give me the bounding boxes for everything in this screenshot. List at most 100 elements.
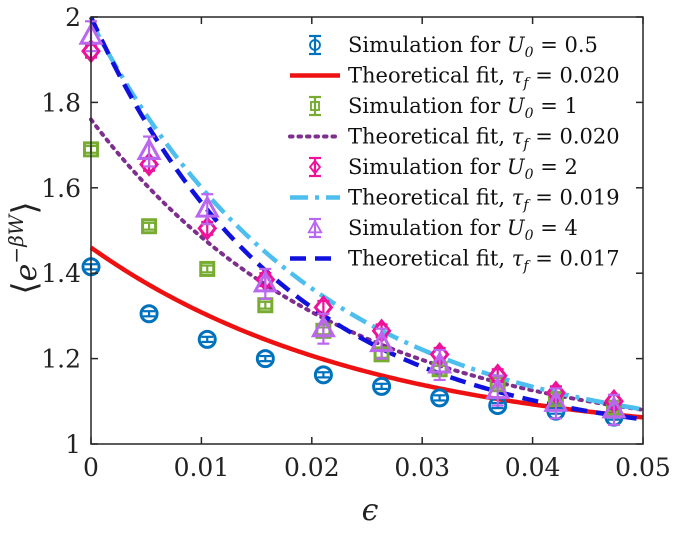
series-2-errorbar-3 xyxy=(259,300,272,310)
legend-label-prefix-6: Simulation for xyxy=(348,216,507,240)
legend-label-prefix-3: Theoretical fit, xyxy=(348,125,512,149)
legend-label-prefix-7: Theoretical fit, xyxy=(348,247,512,271)
legend-marker-wrap-4 xyxy=(308,159,322,175)
legend-label-sub-1: f xyxy=(522,76,531,92)
series-6-markers xyxy=(78,20,627,426)
y-axis-label-exponent: −βW xyxy=(4,213,28,263)
series-6-point-5 xyxy=(369,329,395,353)
legend-marker-wrap-2 xyxy=(310,101,320,111)
series-4-point-1 xyxy=(139,151,159,177)
legend-entry-0: Simulation for U0 = 0.5 xyxy=(309,33,598,61)
x-axis-label: ϵ xyxy=(362,493,379,528)
y-tick-label-5: 2 xyxy=(65,3,81,32)
series-2-point-2 xyxy=(199,260,216,277)
x-tick-label-3: 0.03 xyxy=(394,453,450,482)
legend-label-sub-3: f xyxy=(522,137,531,153)
y-tick-label-3: 1.6 xyxy=(41,174,81,203)
legend-marker-2 xyxy=(310,101,320,111)
series-2-errorbar-2 xyxy=(201,264,214,274)
series-0-point-5 xyxy=(372,376,392,396)
y-tick-label-1: 1.2 xyxy=(41,345,81,374)
series-6-point-2 xyxy=(194,195,220,218)
legend-label-sub-2: 0 xyxy=(525,106,534,122)
legend-entry-1: Theoretical fit, τf = 0.020 xyxy=(290,64,620,92)
legend-label-suffix-4: = 2 xyxy=(534,155,578,179)
legend-label-var-3: τ xyxy=(512,125,524,149)
y-axis-label-base: e xyxy=(9,264,44,282)
series-6-point-1 xyxy=(136,137,162,161)
legend-label-prefix-0: Simulation for xyxy=(348,33,507,57)
legend-label-var-5: τ xyxy=(512,186,524,210)
legend-errorbar-2 xyxy=(309,95,321,117)
legend-label-var-7: τ xyxy=(512,247,524,271)
series-0-point-3 xyxy=(255,349,275,369)
y-tick-label-0: 1 xyxy=(65,430,81,459)
simulation-markers xyxy=(78,20,627,427)
legend-entry-6: Simulation for U0 = 4 xyxy=(307,216,578,244)
series-6-point-4 xyxy=(310,314,336,338)
x-tick-label-2: 0.02 xyxy=(284,453,340,482)
legend-label-prefix-2: Simulation for xyxy=(348,94,507,118)
fit-curve-3 xyxy=(89,117,645,412)
y-axis-label-group: ⟨e−βW⟩ xyxy=(4,201,45,294)
legend-label-var-6: U xyxy=(507,216,526,240)
y-axis-label-close: ⟩ xyxy=(5,201,45,214)
legend-label-var-1: τ xyxy=(512,64,524,88)
legend-entry-5: Theoretical fit, τf = 0.019 xyxy=(290,186,620,214)
legend-marker-6 xyxy=(307,219,323,234)
series-0-point-4 xyxy=(313,365,333,385)
axes: 0 0.01 0.02 0.03 0.04 0.05 1 1.2 1.4 1.6 1.8 2 xyxy=(41,3,671,482)
legend-label-suffix-0: = 0.5 xyxy=(534,33,598,57)
legend-label-sub-4: 0 xyxy=(525,167,534,183)
series-6-point-3 xyxy=(252,269,278,293)
y-tick-label-2: 1.4 xyxy=(41,259,81,288)
x-tick-label-1: 0.01 xyxy=(174,453,230,482)
series-6-point-9 xyxy=(601,395,627,419)
legend-label-suffix-2: = 1 xyxy=(534,94,578,118)
series-6-point-8 xyxy=(543,389,569,412)
series-0-errorbar-6 xyxy=(433,394,446,402)
series-0-errorbar-1 xyxy=(143,310,156,318)
legend-label-suffix-6: = 4 xyxy=(534,216,578,240)
series-0-errorbar-2 xyxy=(201,335,214,344)
legend-label-suffix-7: = 0.017 xyxy=(529,247,620,271)
series-0-errorbar-5 xyxy=(375,382,388,391)
series-0-point-6 xyxy=(430,388,450,408)
legend-label-suffix-1: = 0.020 xyxy=(529,64,620,88)
legend-label-7: Theoretical fit, τf = 0.017 xyxy=(348,247,620,275)
legend-label-prefix-4: Simulation for xyxy=(348,155,507,179)
legend-label-0: Simulation for U0 = 0.5 xyxy=(348,33,598,61)
series-2-errorbar-1 xyxy=(143,221,156,231)
legend-label-6: Simulation for U0 = 4 xyxy=(348,216,578,244)
legend-marker-0 xyxy=(309,39,321,51)
axes-box xyxy=(90,16,644,445)
y-axis-label: ⟨e−βW⟩ xyxy=(4,201,45,294)
x-tick-label-0: 0 xyxy=(83,453,99,482)
legend-label-suffix-3: = 0.020 xyxy=(529,125,620,149)
series-0-point-1 xyxy=(139,304,159,324)
legend-marker-wrap-0 xyxy=(309,39,321,51)
series-6-point-6 xyxy=(427,350,453,374)
legend-label-sub-6: 0 xyxy=(525,228,534,244)
series-0-errorbar-4 xyxy=(317,371,330,379)
series-0-point-2 xyxy=(197,329,217,349)
y-tick-label-4: 1.8 xyxy=(41,88,81,117)
legend-label-4: Simulation for U0 = 2 xyxy=(348,155,578,183)
legend-entry-3: Theoretical fit, τf = 0.020 xyxy=(288,125,620,153)
legend-label-sub-7: f xyxy=(522,259,531,275)
series-6-point-7 xyxy=(485,376,511,400)
legend-label-suffix-5: = 0.019 xyxy=(529,186,620,210)
x-tick-label-4: 0.04 xyxy=(505,453,561,482)
legend-entry-2: Simulation for U0 = 1 xyxy=(309,94,578,122)
legend-label-prefix-1: Theoretical fit, xyxy=(348,64,512,88)
legend-label-2: Simulation for U0 = 1 xyxy=(348,94,578,122)
legend-label-5: Theoretical fit, τf = 0.019 xyxy=(348,186,620,214)
legend-label-prefix-5: Theoretical fit, xyxy=(348,186,512,210)
legend-marker-4 xyxy=(308,159,322,175)
x-tick-label-5: 0.05 xyxy=(615,453,671,482)
legend-label-sub-0: 0 xyxy=(525,45,534,61)
y-axis-label-open: ⟨ xyxy=(5,281,45,294)
legend-label-1: Theoretical fit, τf = 0.020 xyxy=(348,64,620,92)
